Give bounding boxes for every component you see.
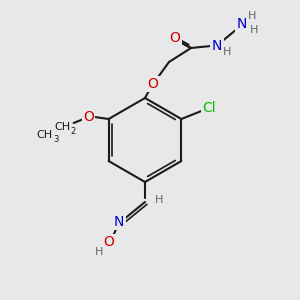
Text: 3: 3 bbox=[53, 134, 58, 143]
Text: H: H bbox=[248, 11, 256, 21]
Text: O: O bbox=[83, 110, 94, 124]
Text: H: H bbox=[223, 47, 231, 57]
Text: H: H bbox=[250, 25, 258, 35]
Text: H: H bbox=[95, 247, 103, 257]
Text: Cl: Cl bbox=[202, 101, 216, 115]
Text: O: O bbox=[148, 77, 158, 91]
Text: H: H bbox=[155, 195, 163, 205]
Text: CH: CH bbox=[55, 122, 71, 132]
Text: O: O bbox=[169, 31, 180, 45]
Text: N: N bbox=[237, 17, 247, 31]
Text: CH: CH bbox=[37, 130, 53, 140]
Text: O: O bbox=[103, 235, 114, 249]
Text: N: N bbox=[114, 215, 124, 229]
Text: 2: 2 bbox=[70, 127, 75, 136]
Text: N: N bbox=[212, 39, 222, 53]
